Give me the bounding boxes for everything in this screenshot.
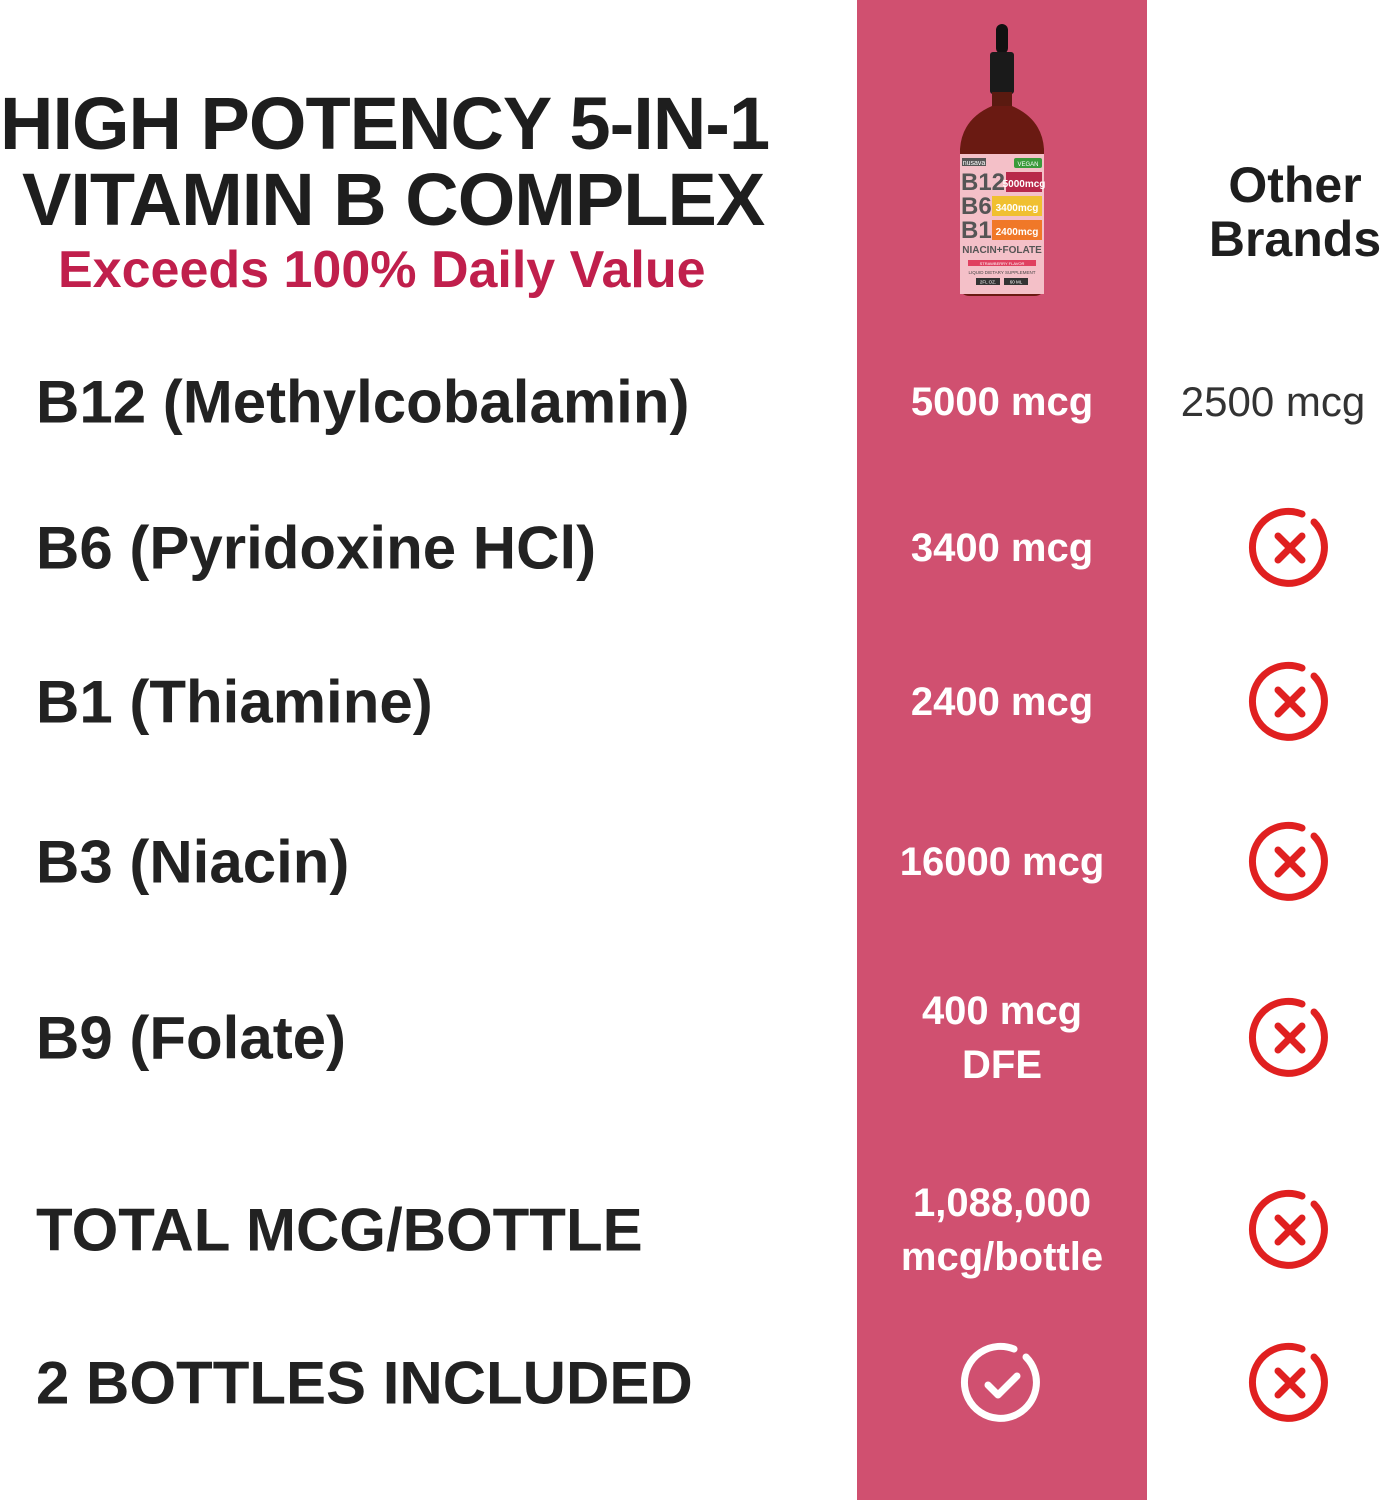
x-circle-icon [1248, 1189, 1328, 1269]
label-b12-amount: 5000mcg [1003, 179, 1046, 190]
label-b6-amount: 3400mcg [996, 203, 1039, 214]
label-extra: NIACIN+FOLATE [962, 245, 1042, 256]
vegan-badge: VEGAN [1017, 162, 1038, 168]
row-label: B6 (Pyridoxine HCl) [36, 514, 597, 582]
product-bottle-image: nusava VEGAN B12 5000mcg B6 3400mcg B1 2… [960, 24, 1046, 296]
label-size-ml: 60 ML [1010, 280, 1023, 285]
label-b12: B12 [961, 169, 1005, 196]
product-value: 16000 mcg [899, 840, 1105, 884]
row-label: B12 (Methylcobalamin) [36, 368, 690, 436]
x-circle-icon [1248, 507, 1328, 587]
x-circle-icon [1248, 1342, 1328, 1422]
product-value: 3400 mcg [910, 526, 1094, 570]
product-value: 5000 mcg [910, 380, 1094, 424]
label-flavor: STRAWBERRY FLAVOR [980, 261, 1025, 266]
row-label: B9 (Folate) [36, 1004, 347, 1072]
row-label: 2 BOTTLES INCLUDED [36, 1349, 693, 1417]
row-label: B3 (Niacin) [36, 828, 350, 896]
row-label: B1 (Thiamine) [36, 668, 433, 736]
check-circle-icon [960, 1342, 1040, 1422]
label-b1-amount: 2400mcg [996, 227, 1039, 238]
label-b6: B6 [961, 193, 992, 220]
x-circle-icon [1248, 821, 1328, 901]
product-value: 2400 mcg [910, 680, 1094, 724]
label-b1: B1 [961, 217, 992, 244]
product-value: 1,088,000 mcg/bottle [900, 1181, 1104, 1279]
label-type: LIQUID DIETARY SUPPLEMENT [968, 270, 1035, 275]
subtitle: Exceeds 100% Daily Value [58, 241, 706, 299]
label-size-oz: 2FL OZ. [980, 280, 996, 285]
x-circle-icon [1248, 661, 1328, 741]
title-line-1: HIGH POTENCY 5-IN-1 [0, 82, 770, 165]
product-value: 400 mcg DFE [921, 989, 1083, 1087]
competitor-value: 2500 mcg [1180, 378, 1366, 425]
competitor-heading: Other Brands [1208, 157, 1382, 267]
title-line-2: VITAMIN B COMPLEX [22, 158, 765, 241]
brand-text: nusava [963, 160, 986, 167]
row-label: TOTAL MCG/BOTTLE [36, 1196, 643, 1264]
x-circle-icon [1248, 997, 1328, 1077]
